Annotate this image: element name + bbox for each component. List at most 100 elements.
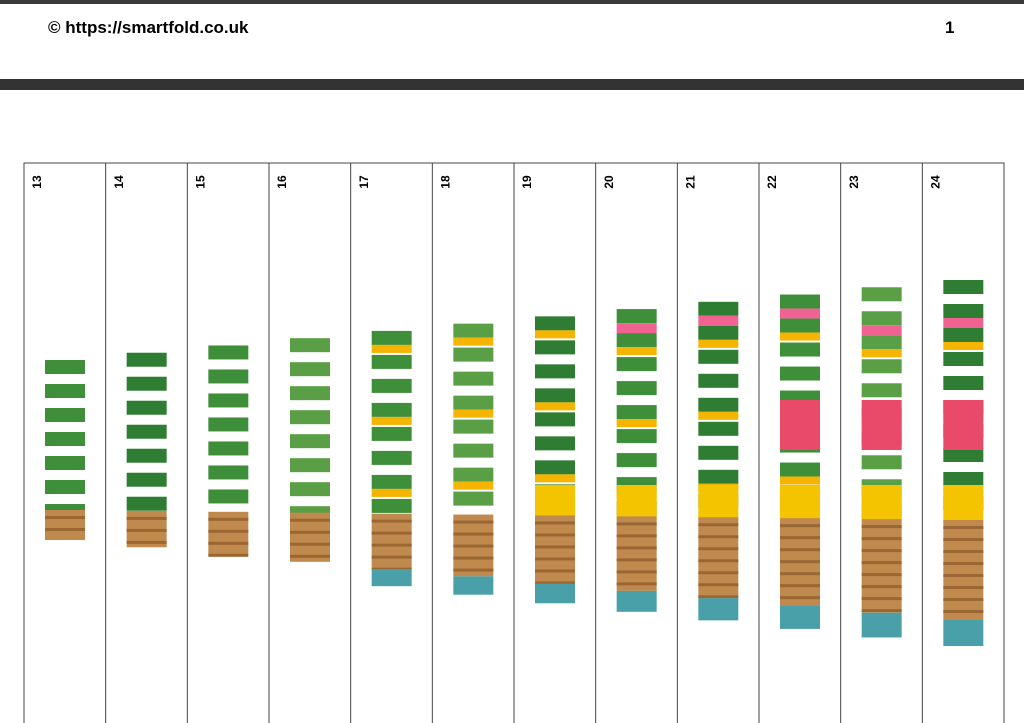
strip-piece bbox=[943, 304, 984, 318]
strip-piece bbox=[943, 400, 984, 450]
strip-piece bbox=[453, 520, 494, 524]
strip-piece bbox=[535, 485, 575, 520]
strip-piece bbox=[780, 596, 820, 600]
strip-piece bbox=[943, 376, 984, 390]
strip-piece bbox=[535, 460, 575, 475]
strip-piece bbox=[453, 337, 494, 346]
strip-piece bbox=[453, 576, 494, 595]
strip-piece bbox=[616, 534, 657, 538]
strip-piece bbox=[861, 383, 902, 398]
strip-number: 16 bbox=[275, 175, 289, 189]
strip-piece bbox=[616, 429, 657, 444]
strip-piece bbox=[371, 474, 412, 489]
strip-piece bbox=[126, 540, 167, 544]
strip-piece bbox=[616, 546, 657, 550]
strip-piece bbox=[371, 498, 412, 513]
strip-piece bbox=[780, 462, 820, 477]
strip-piece bbox=[861, 537, 902, 541]
strip-piece bbox=[208, 393, 249, 408]
strip-piece bbox=[943, 562, 984, 565]
strip-piece bbox=[780, 366, 820, 381]
strip-piece bbox=[698, 445, 739, 460]
strip-piece bbox=[535, 474, 575, 483]
strip-piece bbox=[126, 516, 167, 520]
strip-piece bbox=[780, 560, 820, 564]
strip-piece bbox=[290, 482, 330, 497]
strip-piece bbox=[535, 330, 575, 339]
strip-piece bbox=[616, 453, 657, 468]
strip-piece bbox=[371, 426, 412, 441]
strip-piece bbox=[943, 574, 984, 577]
strip-piece bbox=[45, 360, 85, 374]
strip-piece bbox=[780, 332, 820, 341]
strip-piece bbox=[698, 373, 739, 388]
strip-piece bbox=[208, 369, 249, 384]
strip-piece bbox=[861, 400, 902, 450]
strip-piece bbox=[290, 386, 330, 401]
strip-piece bbox=[371, 354, 412, 369]
strip-piece bbox=[371, 450, 412, 465]
strip-piece bbox=[371, 513, 412, 570]
strip-number: 17 bbox=[357, 175, 371, 189]
strip-image bbox=[290, 338, 330, 562]
strip-image bbox=[126, 352, 167, 548]
strip-piece bbox=[290, 518, 330, 522]
strip-piece bbox=[45, 516, 85, 519]
strip-piece bbox=[535, 402, 575, 411]
strip-piece bbox=[780, 605, 820, 629]
strip-piece bbox=[535, 388, 575, 403]
strip-piece bbox=[698, 485, 739, 520]
strip-piece bbox=[208, 517, 249, 521]
strip-piece bbox=[616, 347, 657, 356]
strip-piece bbox=[616, 570, 657, 574]
strip-piece bbox=[943, 328, 984, 342]
strip-piece bbox=[698, 469, 739, 484]
strip-piece bbox=[535, 533, 575, 537]
strip-piece bbox=[698, 339, 739, 348]
strip-piece bbox=[861, 455, 902, 470]
strip-piece bbox=[861, 549, 902, 553]
strip-piece bbox=[45, 456, 85, 470]
strip-piece bbox=[780, 400, 820, 450]
strip-piece bbox=[861, 525, 902, 529]
strip-piece bbox=[698, 595, 739, 599]
strip-piece bbox=[126, 472, 167, 487]
strip-piece bbox=[616, 405, 657, 420]
strip-image bbox=[453, 323, 494, 595]
strip-piece bbox=[453, 419, 494, 434]
strip-piece bbox=[616, 419, 657, 428]
strip-piece bbox=[698, 547, 739, 551]
strip-piece bbox=[208, 345, 249, 360]
strip-piece bbox=[698, 315, 739, 326]
strip-piece bbox=[290, 362, 330, 377]
strip-piece bbox=[126, 352, 167, 367]
strip-piece bbox=[943, 352, 984, 366]
strip-number: 21 bbox=[684, 175, 698, 189]
strip-piece bbox=[126, 400, 167, 415]
strip-piece bbox=[371, 344, 412, 353]
strip-piece bbox=[861, 573, 902, 577]
strip-piece bbox=[126, 528, 167, 532]
strip-piece bbox=[698, 523, 739, 527]
strip-piece bbox=[453, 481, 494, 490]
strip-piece bbox=[45, 510, 85, 540]
strip-piece bbox=[535, 316, 575, 331]
strip-piece bbox=[453, 568, 494, 572]
strip-piece bbox=[371, 330, 412, 345]
strip-piece bbox=[371, 569, 412, 587]
strip-piece bbox=[126, 448, 167, 463]
copyright: © https://smartfold.co.uk bbox=[48, 18, 249, 37]
strip-piece bbox=[453, 544, 494, 548]
strip-piece bbox=[290, 410, 330, 425]
strip-piece bbox=[453, 491, 494, 506]
strip-piece bbox=[943, 598, 984, 601]
strip-piece bbox=[780, 342, 820, 357]
strip-piece bbox=[861, 609, 902, 613]
strip-piece bbox=[943, 610, 984, 613]
strip-piece bbox=[371, 378, 412, 393]
strip-piece bbox=[698, 559, 739, 563]
strip-piece bbox=[698, 571, 739, 575]
strip-piece bbox=[535, 521, 575, 525]
strip-piece bbox=[208, 489, 249, 504]
